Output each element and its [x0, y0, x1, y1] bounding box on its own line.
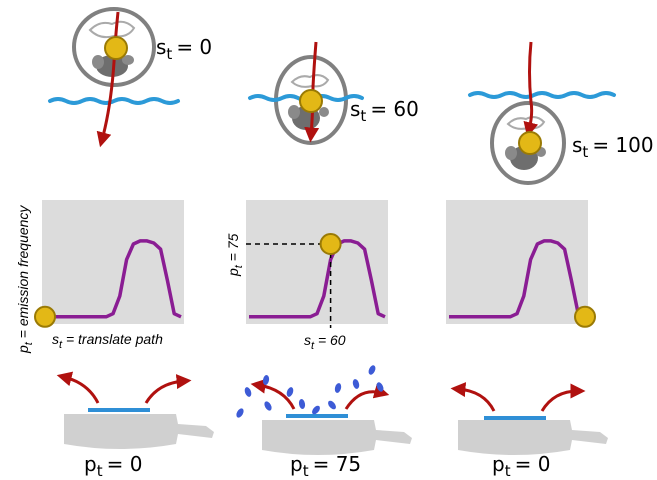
y-axis-label: pt = emission frequency	[15, 205, 35, 354]
p-label-3: pt = 0	[492, 452, 550, 480]
p-label-1: pt = 0	[84, 452, 142, 480]
s-label-1: st = 0	[156, 35, 212, 63]
steam-arrow-left-icon	[56, 371, 100, 404]
translate-arrow-icon	[304, 41, 320, 143]
splash-drops-icon	[236, 365, 384, 418]
pan-icon	[458, 420, 608, 455]
plot-area-1	[42, 200, 184, 324]
marker-y-label: pt = 75	[225, 233, 245, 277]
top-panel-2: st = 60	[248, 41, 419, 145]
p-label-2: pt = 75	[290, 452, 361, 480]
water-line-icon	[468, 91, 616, 99]
translate-arrow-icon	[96, 11, 120, 148]
source-ball-icon	[518, 131, 542, 155]
steam-arrow-right-icon	[540, 383, 586, 412]
translate-arrow-icon	[523, 41, 539, 138]
top-panel-1: st = 0	[48, 7, 212, 148]
s-label-3: st = 100	[572, 133, 654, 161]
emission-curve-3	[449, 239, 586, 319]
x-axis-label: st = translate path	[52, 331, 163, 351]
s-label-2: st = 60	[350, 97, 419, 125]
pan-panel-1: pt = 0	[56, 371, 214, 480]
plot-area-3	[446, 200, 588, 324]
marker-x-label: st = 60	[304, 332, 346, 352]
pan-icon	[262, 420, 412, 455]
pan-panel-2: pt = 75	[236, 365, 412, 480]
plots-row: pt = emission frequency st = translate p…	[15, 200, 596, 354]
plot-area-2	[246, 200, 388, 324]
plot-marker-2	[319, 233, 342, 255]
plot-marker-3	[574, 305, 596, 328]
steam-arrow-right-icon	[344, 383, 390, 410]
top-panel-3: st = 100	[468, 41, 654, 185]
steam-arrow-right-icon	[144, 374, 192, 404]
pan-icon	[64, 414, 214, 449]
plot-marker-1	[34, 305, 56, 328]
steam-arrow-left-icon	[250, 378, 296, 410]
water-line-icon	[48, 97, 180, 105]
plot-marks	[34, 233, 596, 328]
emission-curve-1	[45, 239, 182, 319]
pan-panel-3: pt = 0	[450, 382, 608, 480]
source-ball-icon	[104, 36, 128, 60]
source-ball-icon	[299, 89, 323, 113]
steam-arrow-left-icon	[450, 382, 496, 412]
